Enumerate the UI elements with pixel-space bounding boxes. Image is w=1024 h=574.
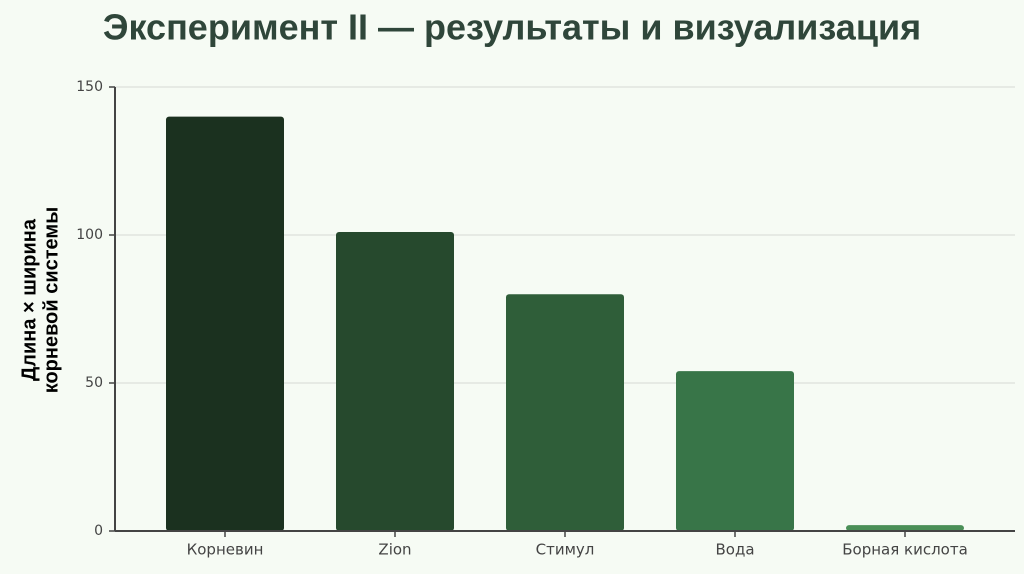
y-axis-label: Длина × ширина корневой системы	[18, 207, 62, 394]
bar	[336, 232, 454, 532]
chart-title: Эксперимент II — результаты и визуализац…	[103, 7, 921, 48]
bar	[846, 525, 964, 531]
y-tick-label: 150	[76, 79, 103, 95]
x-tick-label: Zion	[378, 541, 411, 559]
y-label-line: корневой системы	[40, 207, 62, 394]
x-tick-label: Корневин	[187, 541, 264, 559]
x-tick-label: Стимул	[536, 541, 595, 559]
bar	[676, 371, 794, 531]
y-tick-label: 50	[85, 375, 103, 391]
y-tick-label: 100	[76, 227, 103, 243]
y-label-line: Длина × ширина	[18, 218, 40, 381]
bar	[166, 116, 284, 531]
bar	[506, 294, 624, 531]
x-tick-label: Борная кислота	[842, 541, 968, 559]
y-tick-label: 0	[94, 523, 103, 539]
x-tick-label: Вода	[715, 541, 754, 559]
